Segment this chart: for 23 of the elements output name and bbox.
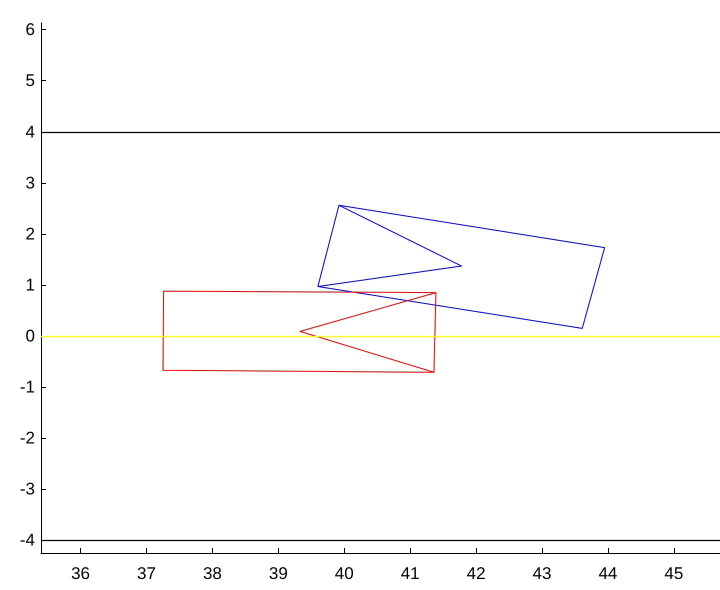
y-tick-label: 5 [26, 71, 35, 90]
y-tick-label: -1 [20, 378, 35, 397]
x-tick-label: 40 [334, 564, 354, 583]
x-tick-label: 44 [598, 564, 618, 583]
y-tick-label: -3 [20, 480, 35, 499]
x-tick-label: 37 [137, 564, 156, 583]
x-tick-label: 41 [400, 564, 420, 583]
y-tick-label: 0 [26, 326, 35, 346]
y-tick-label: -2 [20, 428, 35, 448]
x-tick-label: 43 [532, 564, 552, 583]
y-tick-label: 2 [26, 224, 35, 244]
y-tick-label: 1 [26, 275, 35, 294]
x-tick-label: 45 [664, 564, 684, 583]
y-tick-label: 3 [26, 173, 35, 192]
line-series [162, 290, 436, 373]
y-tick-label: 6 [26, 20, 35, 40]
x-tick-label: 36 [71, 564, 90, 583]
y-tick-label: -4 [20, 530, 35, 550]
x-tick-label: 39 [268, 564, 288, 583]
x-tick-label: 42 [466, 564, 486, 583]
y-tick-label: 4 [26, 122, 35, 142]
x-tick-label: 38 [202, 564, 222, 583]
line-series [317, 204, 606, 329]
